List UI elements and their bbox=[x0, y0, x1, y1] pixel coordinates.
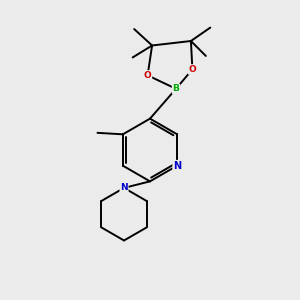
Text: N: N bbox=[173, 161, 181, 171]
Text: B: B bbox=[172, 84, 179, 93]
Text: O: O bbox=[144, 71, 152, 80]
Text: O: O bbox=[188, 65, 196, 74]
Text: N: N bbox=[120, 183, 128, 192]
